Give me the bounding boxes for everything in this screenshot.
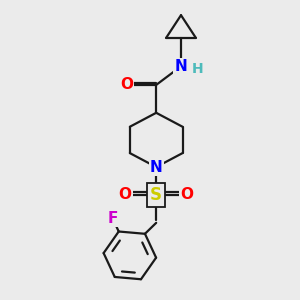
Text: O: O [181,188,194,202]
Text: F: F [107,211,118,226]
Text: O: O [120,77,133,92]
Text: O: O [119,188,132,202]
Text: S: S [150,186,162,204]
Text: N: N [150,160,163,175]
Text: N: N [175,59,188,74]
Text: H: H [191,62,203,76]
